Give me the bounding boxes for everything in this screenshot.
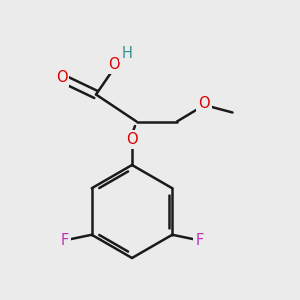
Text: F: F	[195, 233, 203, 248]
Text: O: O	[126, 132, 138, 147]
Text: O: O	[56, 70, 67, 86]
Text: O: O	[108, 57, 120, 72]
Text: O: O	[198, 96, 210, 111]
Text: F: F	[61, 233, 69, 248]
Text: H: H	[121, 46, 132, 61]
